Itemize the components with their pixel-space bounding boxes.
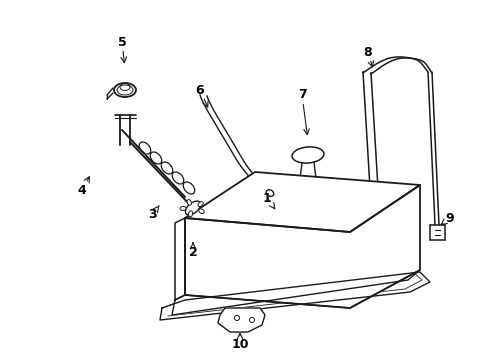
Ellipse shape <box>198 202 203 207</box>
Ellipse shape <box>180 206 186 211</box>
Text: 10: 10 <box>231 333 249 351</box>
Polygon shape <box>185 172 420 232</box>
Text: 3: 3 <box>147 206 159 221</box>
Text: 6: 6 <box>196 84 208 107</box>
Ellipse shape <box>189 211 193 217</box>
Ellipse shape <box>114 83 136 97</box>
Polygon shape <box>172 270 420 315</box>
Ellipse shape <box>199 209 204 213</box>
Text: 7: 7 <box>297 89 309 135</box>
Text: 1: 1 <box>263 192 275 209</box>
Text: 5: 5 <box>118 36 126 63</box>
Polygon shape <box>175 218 185 300</box>
Text: 9: 9 <box>441 211 454 225</box>
Text: 4: 4 <box>77 177 89 197</box>
Ellipse shape <box>187 199 192 205</box>
Text: 2: 2 <box>189 243 197 258</box>
Ellipse shape <box>185 201 200 215</box>
Ellipse shape <box>292 147 324 163</box>
Text: 8: 8 <box>364 45 373 67</box>
Polygon shape <box>218 308 265 332</box>
Polygon shape <box>185 185 420 308</box>
